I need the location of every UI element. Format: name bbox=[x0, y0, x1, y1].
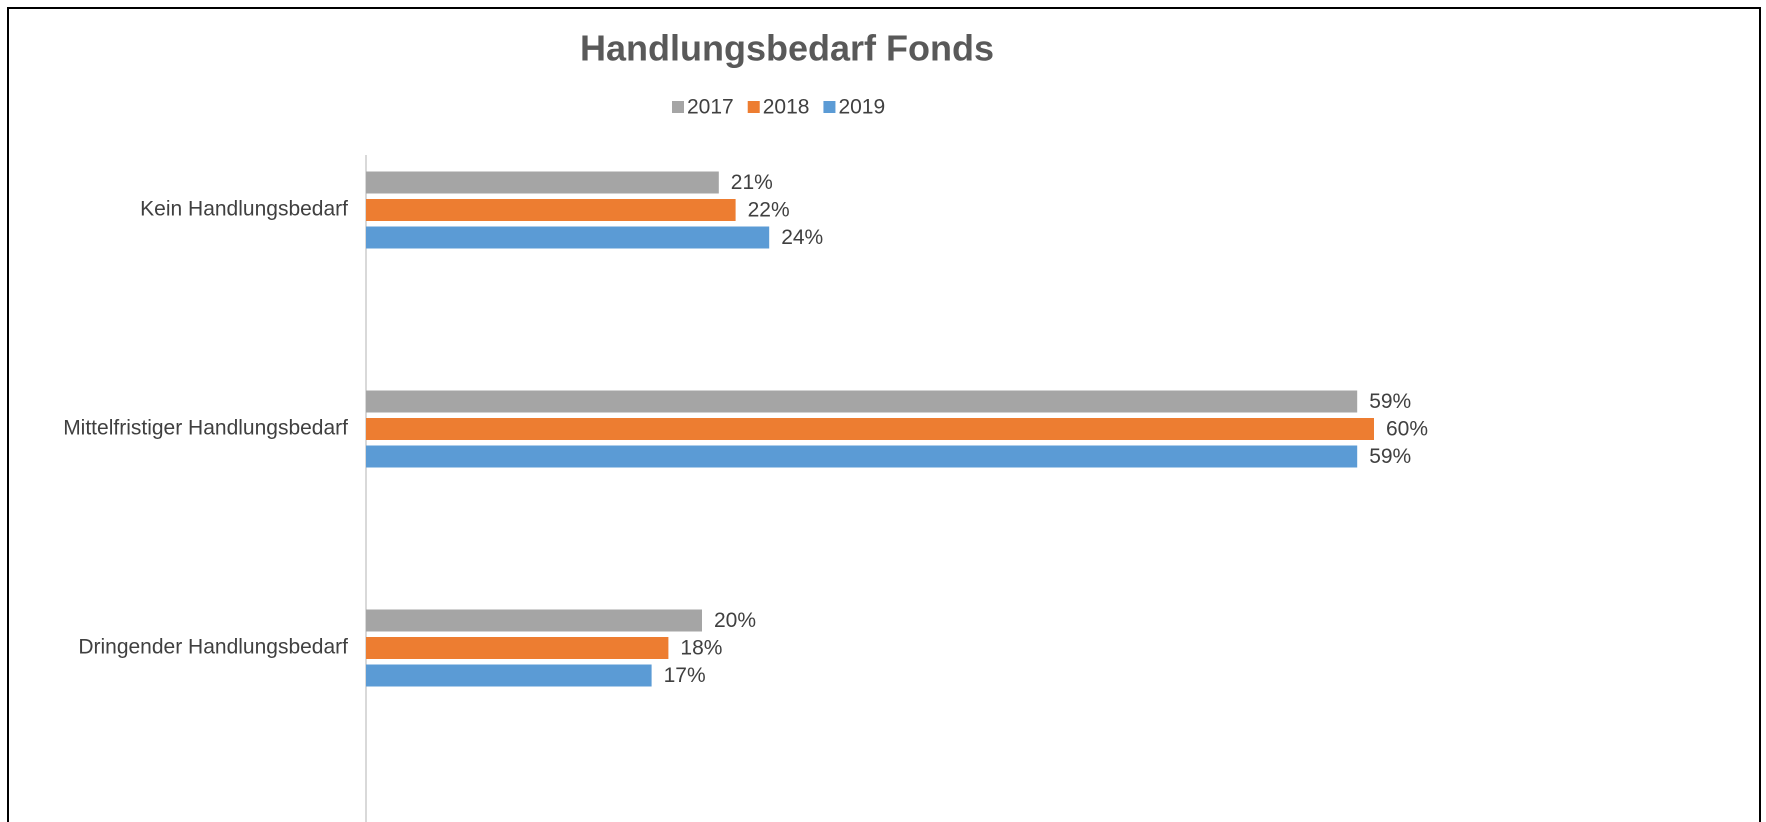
bar bbox=[366, 445, 1358, 468]
value-label: 59% bbox=[1369, 445, 1411, 468]
bar bbox=[366, 637, 669, 659]
legend-label: 2018 bbox=[763, 96, 810, 119]
value-label: 59% bbox=[1369, 390, 1411, 413]
legend-label: 2017 bbox=[687, 96, 734, 119]
value-label: 21% bbox=[731, 171, 773, 194]
legend-swatch bbox=[823, 101, 836, 113]
chart-frame bbox=[7, 7, 1761, 822]
bar bbox=[366, 664, 652, 687]
value-label: 60% bbox=[1386, 418, 1428, 441]
value-label: 17% bbox=[664, 664, 706, 687]
category-label: Dringender Handlungsbedarf bbox=[78, 636, 348, 659]
bar bbox=[366, 418, 1374, 440]
legend-swatch bbox=[672, 101, 684, 113]
bar bbox=[366, 171, 719, 194]
legend-label: 2019 bbox=[838, 96, 885, 119]
category-label: Kein Handlungsbedarf bbox=[140, 198, 348, 221]
bar bbox=[366, 609, 702, 632]
legend-swatch bbox=[747, 101, 760, 113]
bar bbox=[366, 199, 736, 221]
chart-title: Handlungsbedarf Fonds bbox=[580, 28, 994, 69]
value-label: 24% bbox=[781, 226, 823, 249]
value-label: 22% bbox=[748, 199, 790, 222]
category-label: Mittelfristiger Handlungsbedarf bbox=[63, 417, 348, 440]
value-label: 20% bbox=[714, 609, 756, 632]
bar bbox=[366, 390, 1358, 413]
bar bbox=[366, 226, 770, 249]
value-label: 18% bbox=[680, 637, 722, 660]
